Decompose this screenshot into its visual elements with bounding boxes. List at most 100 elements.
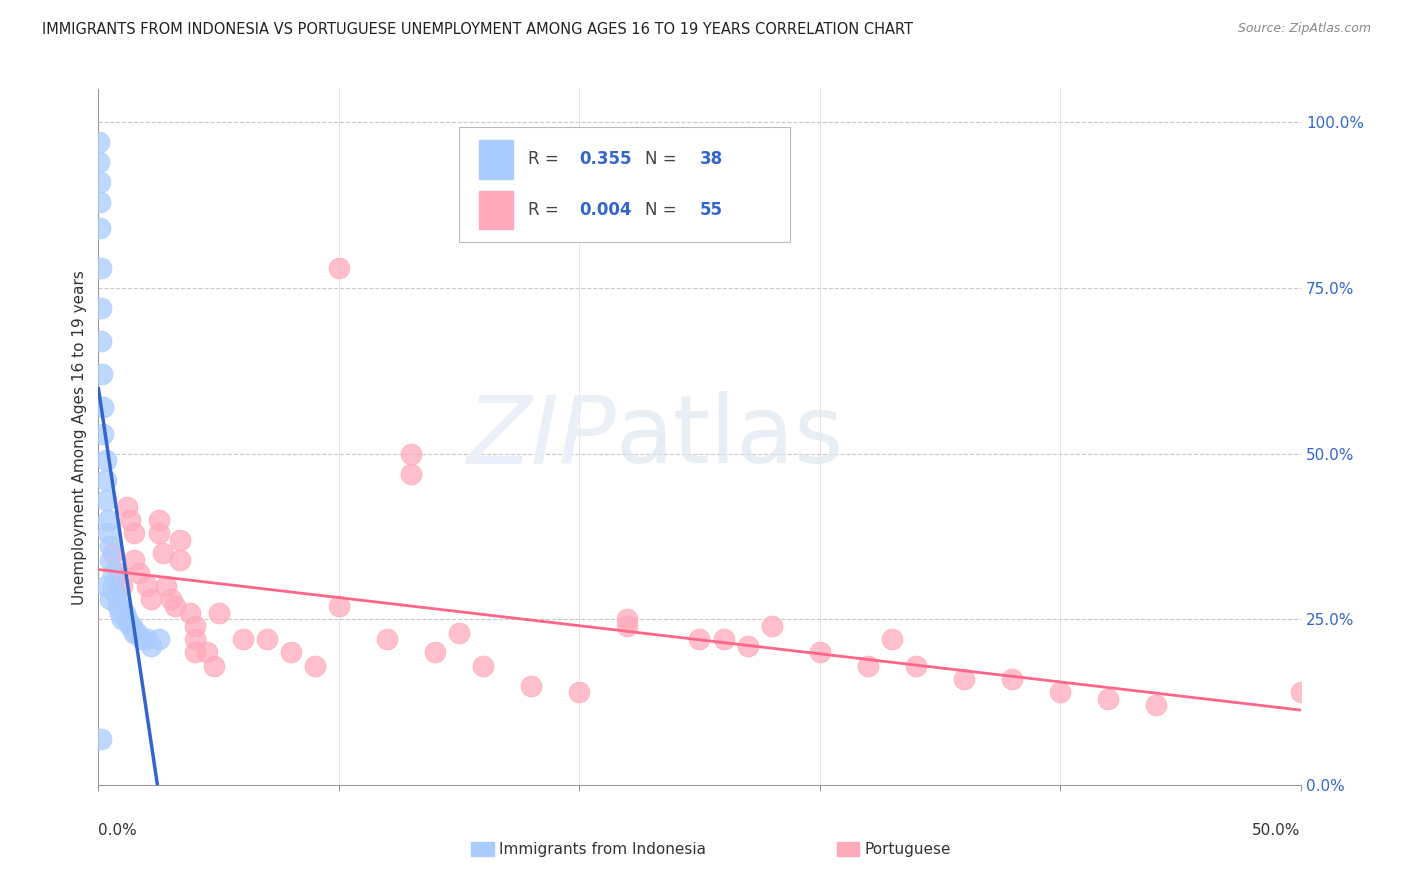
Point — [107, 599, 129, 613]
Point — [117, 612, 139, 626]
Text: 0.004: 0.004 — [579, 201, 631, 219]
Point — [328, 599, 350, 613]
Point — [121, 619, 143, 633]
Point — [183, 632, 205, 647]
Point — [616, 612, 638, 626]
Bar — [479, 191, 513, 229]
Point — [1289, 685, 1312, 699]
Point — [117, 500, 139, 514]
Point — [152, 546, 174, 560]
Point — [100, 552, 122, 566]
Point — [689, 632, 711, 647]
Point — [1144, 698, 1167, 713]
Point — [108, 606, 131, 620]
Point — [125, 625, 148, 640]
Point — [856, 658, 879, 673]
Point — [91, 401, 114, 415]
Point — [91, 426, 114, 441]
Point — [148, 526, 170, 541]
Point — [107, 592, 129, 607]
Text: R =: R = — [527, 201, 564, 219]
Point — [472, 658, 495, 673]
Point — [183, 645, 205, 659]
Point — [179, 606, 201, 620]
Y-axis label: Unemployment Among Ages 16 to 19 years: Unemployment Among Ages 16 to 19 years — [72, 269, 87, 605]
Point — [568, 685, 591, 699]
Point — [101, 546, 124, 560]
Point — [97, 513, 120, 527]
Point — [399, 467, 422, 481]
Point — [141, 639, 163, 653]
Point — [101, 579, 124, 593]
Point — [94, 473, 117, 487]
Point — [89, 194, 111, 209]
Text: N =: N = — [645, 201, 682, 219]
Point — [256, 632, 278, 647]
Text: atlas: atlas — [616, 391, 844, 483]
Point — [737, 639, 759, 653]
Point — [304, 658, 326, 673]
Point — [90, 731, 112, 746]
Text: 50.0%: 50.0% — [1253, 823, 1301, 838]
Point — [808, 645, 831, 659]
Text: Immigrants from Indonesia: Immigrants from Indonesia — [499, 842, 706, 856]
Point — [89, 155, 111, 169]
Point — [208, 606, 231, 620]
Text: 38: 38 — [700, 150, 723, 168]
Point — [399, 447, 422, 461]
Point — [124, 552, 146, 566]
Point — [90, 261, 112, 276]
Point — [135, 579, 157, 593]
Point — [195, 645, 218, 659]
Point — [107, 566, 129, 580]
Text: N =: N = — [645, 150, 682, 168]
Text: IMMIGRANTS FROM INDONESIA VS PORTUGUESE UNEMPLOYMENT AMONG AGES 16 TO 19 YEARS C: IMMIGRANTS FROM INDONESIA VS PORTUGUESE … — [42, 22, 912, 37]
Point — [232, 632, 254, 647]
Point — [94, 453, 117, 467]
Point — [101, 566, 124, 580]
Point — [118, 619, 141, 633]
Point — [165, 599, 187, 613]
Point — [328, 261, 350, 276]
Point — [169, 533, 191, 547]
Point — [159, 592, 181, 607]
Bar — [471, 842, 494, 856]
Point — [97, 526, 120, 541]
Text: ZIP: ZIP — [465, 392, 616, 483]
Text: 55: 55 — [700, 201, 723, 219]
Point — [89, 175, 111, 189]
Point — [148, 513, 170, 527]
Point — [713, 632, 735, 647]
Text: 0.355: 0.355 — [579, 150, 631, 168]
Point — [148, 632, 170, 647]
Point — [141, 592, 163, 607]
Point — [128, 566, 150, 580]
Point — [104, 586, 127, 600]
Point — [124, 526, 146, 541]
Text: Portuguese: Portuguese — [865, 842, 952, 856]
Text: 0.0%: 0.0% — [98, 823, 138, 838]
Point — [202, 658, 225, 673]
Point — [94, 493, 117, 508]
Point — [880, 632, 903, 647]
Point — [131, 632, 153, 647]
Point — [183, 619, 205, 633]
Point — [423, 645, 446, 659]
Point — [91, 367, 114, 381]
Point — [375, 632, 398, 647]
Point — [90, 301, 112, 315]
Point — [280, 645, 302, 659]
Point — [1049, 685, 1071, 699]
Point — [169, 552, 191, 566]
Point — [953, 672, 976, 686]
Bar — [479, 140, 513, 178]
Point — [89, 135, 111, 149]
Point — [135, 632, 157, 647]
Point — [100, 592, 122, 607]
Point — [1097, 691, 1119, 706]
Point — [89, 221, 111, 235]
Point — [94, 579, 117, 593]
Point — [616, 619, 638, 633]
Point — [447, 625, 470, 640]
Point — [124, 625, 146, 640]
